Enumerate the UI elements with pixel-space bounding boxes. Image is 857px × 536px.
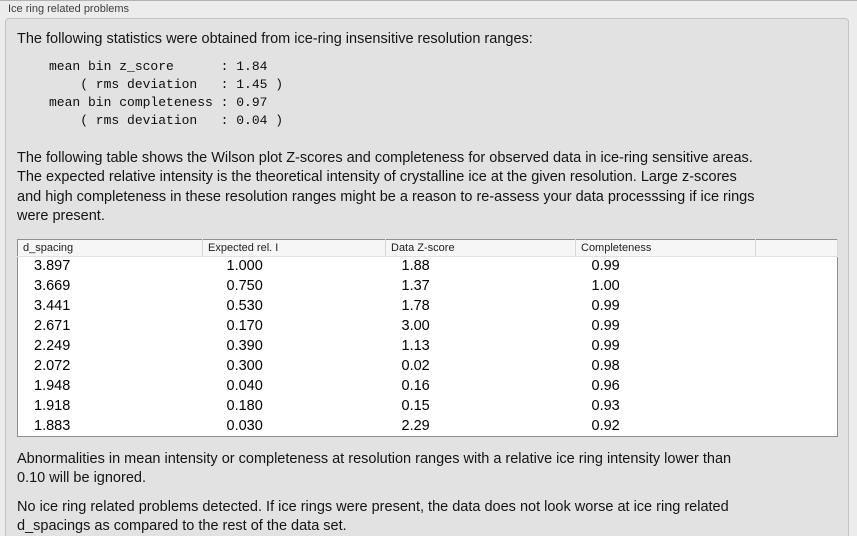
table-cell: 0.15 xyxy=(401,398,430,414)
table-cell: 1.00 xyxy=(591,278,620,294)
table-cell: 0.530 xyxy=(226,298,263,314)
intro-text: The following statistics were obtained f… xyxy=(17,31,533,47)
table-cell: 0.99 xyxy=(591,258,620,275)
table-cell xyxy=(756,356,838,376)
table-row[interactable]: 1.918 0.180 0.15 0.93 xyxy=(18,396,838,416)
column-header-expected-rel-i[interactable]: Expected rel. I xyxy=(202,239,386,257)
table-cell: 1.37 xyxy=(401,278,430,294)
table-cell: 2.072 xyxy=(34,358,71,374)
table-cell: 0.93 xyxy=(591,398,620,414)
panel-title: Ice ring related problems xyxy=(8,3,130,15)
column-header-d-spacing[interactable]: d_spacing xyxy=(17,239,203,257)
table-cell: 3.669 xyxy=(34,278,71,294)
table-cell: 0.750 xyxy=(226,278,263,294)
table-cell: 3.897 xyxy=(34,258,71,275)
table-cell: 3.441 xyxy=(34,298,71,314)
table-row[interactable]: 2.671 0.170 3.00 0.99 xyxy=(18,316,838,336)
table-cell: 2.249 xyxy=(34,338,71,354)
table-cell xyxy=(756,416,838,436)
ice-ring-panel: The following statistics were obtained f… xyxy=(5,18,849,536)
table-cell: 0.16 xyxy=(401,378,430,394)
table-cell xyxy=(756,296,838,316)
table-row[interactable]: 2.072 0.300 0.02 0.98 xyxy=(18,356,838,376)
table-cell: 3.00 xyxy=(401,318,430,334)
table-cell: 1.13 xyxy=(401,338,430,354)
table-description: The following table shows the Wilson plo… xyxy=(17,149,755,225)
ignore-note: Abnormalities in mean intensity or compl… xyxy=(17,450,732,487)
table-cell: 1.000 xyxy=(226,258,263,275)
table-cell: 1.918 xyxy=(34,398,71,414)
table-cell: 0.96 xyxy=(591,378,620,394)
table-cell: 1.948 xyxy=(34,378,71,394)
table-cell: 0.92 xyxy=(591,417,620,434)
table-row[interactable]: 3.441 0.530 1.78 0.99 xyxy=(18,296,838,316)
conclusion-text: No ice ring related problems detected. I… xyxy=(17,498,729,535)
table-row[interactable]: 2.249 0.390 1.13 0.99 xyxy=(18,336,838,356)
table-cell: 0.99 xyxy=(591,338,620,354)
table-cell xyxy=(756,396,838,416)
table-cell: 1.78 xyxy=(401,298,430,314)
table-cell xyxy=(756,376,838,396)
table-cell: 2.29 xyxy=(401,417,430,434)
table-cell: 0.030 xyxy=(226,417,263,434)
top-divider xyxy=(0,0,857,1)
table-row[interactable]: 1.883 0.030 2.29 0.92 xyxy=(18,416,838,436)
table-cell: 0.02 xyxy=(401,358,430,374)
table-row[interactable]: 3.669 0.750 1.37 1.00 xyxy=(18,276,838,296)
table-row[interactable]: 1.948 0.040 0.16 0.96 xyxy=(18,376,838,396)
table-header-row: d_spacing Expected rel. I Data Z-score Comp… xyxy=(17,239,838,257)
column-header-data-z-score[interactable]: Data Z-score xyxy=(385,239,576,257)
summary-stats: mean bin z_score : 1.84 ( rms deviation … xyxy=(49,58,284,128)
table-cell: 0.98 xyxy=(591,358,620,374)
table-cell: 0.040 xyxy=(226,378,263,394)
table-cell xyxy=(756,336,838,356)
table-cell: 0.99 xyxy=(591,298,620,314)
table-cell xyxy=(756,276,838,296)
table-row[interactable]: 3.897 1.000 1.88 0.99 xyxy=(18,256,838,276)
table-cell: 0.99 xyxy=(591,318,620,334)
table-cell xyxy=(756,316,838,336)
table-cell xyxy=(756,256,838,276)
column-header-blank[interactable] xyxy=(755,239,838,257)
table-cell: 0.390 xyxy=(226,338,263,354)
ice-ring-table[interactable]: d_spacing Expected rel. I Data Z-score Comp… xyxy=(17,238,838,437)
table-cell: 0.170 xyxy=(226,318,263,334)
table-cell: 1.883 xyxy=(34,417,71,434)
table-cell: 0.300 xyxy=(226,358,263,374)
table-cell: 2.671 xyxy=(34,318,71,334)
table-body: 3.897 1.000 1.88 0.99 3.669 0.750 1.37 1.00 3.44… xyxy=(18,256,838,436)
table-cell: 1.88 xyxy=(401,258,430,275)
column-header-completeness[interactable]: Completeness xyxy=(575,239,756,257)
table-cell: 0.180 xyxy=(226,398,263,414)
